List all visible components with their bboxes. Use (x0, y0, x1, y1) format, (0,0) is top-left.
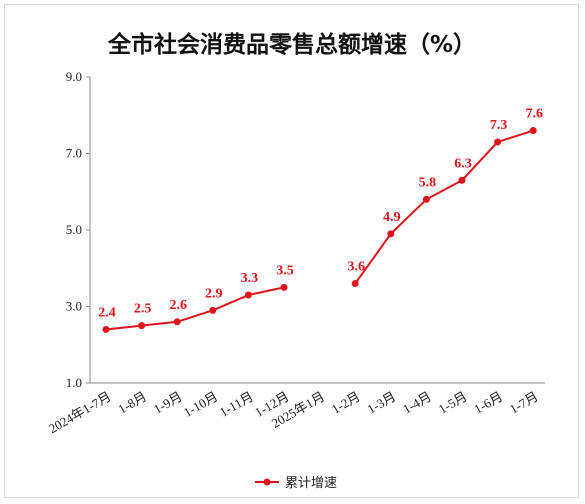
x-tick-label: 1-4月 (400, 389, 434, 417)
x-tick-label: 1-2月 (329, 389, 363, 417)
series-layer: 2.4 2.5 2.6 2.9 3.3 3.5 3.6 4.9 5.8 6.3 7.3 7.6 (98, 107, 543, 333)
data-point (494, 138, 502, 146)
data-label: 5.8 (419, 175, 437, 190)
data-label: 7.3 (490, 118, 508, 133)
data-label: 6.3 (454, 156, 472, 171)
data-point (102, 325, 110, 333)
data-label: 2.9 (205, 286, 223, 301)
data-label: 2.6 (169, 298, 187, 313)
chart-title: 全市社会消费品零售总额增速（%） (107, 31, 476, 58)
y-tick-label: 1.0 (66, 375, 82, 390)
x-tick-label: 2024年1-7月 (46, 389, 114, 437)
legend-label: 累计增速 (285, 476, 337, 491)
x-tick-label: 1-8月 (115, 389, 149, 417)
data-label: 2.4 (98, 305, 116, 320)
data-point (280, 283, 288, 291)
data-point (244, 291, 252, 299)
x-tick-label: 1-10月 (181, 389, 220, 420)
data-point (458, 176, 466, 184)
data-point (209, 306, 217, 314)
y-tick-label: 7.0 (66, 146, 82, 161)
data-point (422, 195, 430, 203)
data-label: 7.6 (525, 107, 543, 122)
data-label: 3.5 (276, 263, 294, 278)
chart-frame (4, 4, 579, 498)
legend-point-marker (263, 478, 271, 486)
x-tick-label: 1-11月 (217, 389, 256, 420)
data-label: 2.5 (134, 302, 152, 317)
y-tick-label: 9.0 (66, 69, 82, 84)
data-point (173, 318, 181, 326)
legend: 累计增速 (255, 476, 337, 491)
x-tick-label: 1-9月 (151, 389, 185, 417)
data-point (529, 127, 537, 135)
x-tick-label: 1-6月 (471, 389, 505, 417)
series-line (354, 129, 534, 285)
y-tick-label: 3.0 (66, 299, 82, 314)
data-label: 3.3 (241, 271, 259, 286)
series-line (105, 286, 285, 331)
data-point (138, 322, 146, 330)
x-tick-label: 1-3月 (365, 389, 399, 417)
x-tick-label: 1-5月 (436, 389, 470, 417)
data-point (351, 280, 359, 288)
data-point (387, 230, 395, 238)
y-tick-label: 5.0 (66, 222, 82, 237)
x-tick-label: 1-7月 (507, 389, 541, 417)
axes: 1.0 3.0 5.0 7.0 9.0 2024年1-7月 1-8月 1-9月1-10月1-1… (46, 69, 545, 436)
data-label: 3.6 (347, 260, 365, 275)
data-label: 4.9 (383, 210, 401, 225)
